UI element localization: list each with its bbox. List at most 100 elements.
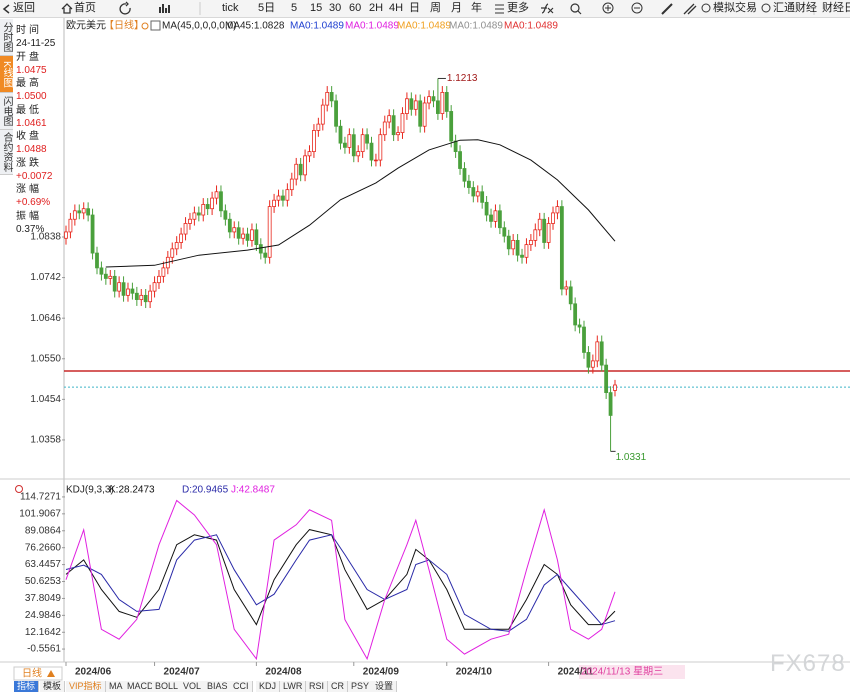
y-tick-label: 12.1642 — [25, 627, 62, 638]
candle-body — [489, 214, 493, 222]
candle-body — [520, 254, 524, 258]
candle-body — [161, 267, 166, 277]
candle-body — [555, 206, 560, 214]
bottom-tab[interactable]: 指标 — [14, 681, 40, 692]
toolbar-button[interactable]: tick — [222, 2, 239, 14]
toolbar-button[interactable]: 首页 — [74, 2, 96, 14]
toolbar-button[interactable]: 4H — [389, 2, 404, 14]
zoom-in-icon[interactable] — [602, 2, 614, 14]
info-label: 最低 — [16, 104, 42, 116]
candle-body — [263, 252, 268, 258]
candle-body — [303, 155, 307, 176]
dropdown-icon — [47, 670, 55, 677]
toolbar-button[interactable]: 周 — [430, 2, 441, 14]
news-icon[interactable] — [761, 3, 771, 13]
toolbar-button[interactable]: 年 — [471, 2, 482, 14]
y-tick-label: 76.2660 — [25, 542, 62, 553]
bottom-tab[interactable]: VOL — [180, 681, 206, 692]
candle-body — [418, 100, 423, 127]
legend-item: MA0:1.0489 — [397, 21, 451, 32]
fx-icon[interactable] — [541, 3, 554, 14]
bottom-tab[interactable]: BIAS — [204, 681, 232, 692]
candle-body — [241, 233, 245, 239]
info-label: 涨跌 — [16, 157, 42, 169]
indicator-icon — [141, 22, 149, 30]
candle-body — [205, 204, 210, 210]
trade-icon[interactable] — [701, 3, 711, 13]
toolbar-button[interactable]: 2H — [369, 2, 384, 14]
candle-body — [64, 231, 68, 239]
toolbar-button[interactable]: 汇通财经 — [773, 2, 817, 14]
candle-body — [117, 282, 122, 292]
candle-body — [188, 218, 192, 224]
bottom-tab[interactable]: RSI — [306, 681, 329, 692]
chart-icon[interactable] — [159, 4, 170, 13]
bottom-tab[interactable]: CR — [328, 681, 348, 692]
candle-body — [471, 187, 476, 197]
bottom-tab[interactable]: KDJ — [256, 681, 281, 692]
candle-body — [546, 223, 551, 243]
draw-icon[interactable] — [661, 3, 673, 15]
x-tick-label: 2024/07 — [164, 667, 201, 678]
candle-body — [338, 125, 343, 144]
toolbar-button[interactable]: 30 — [329, 2, 342, 14]
cursor-date: 2024/11/13 星期三 — [581, 666, 663, 678]
toolbar-button[interactable]: 15 — [310, 2, 323, 14]
toolbar-button[interactable]: 5日 — [258, 2, 276, 14]
toolbar-button[interactable]: 60 — [349, 2, 362, 14]
info-label: 开盘 — [16, 51, 42, 63]
candle-body — [431, 96, 436, 102]
candle-body — [542, 218, 547, 243]
candle-body — [329, 92, 334, 102]
zoom-out-icon[interactable] — [631, 2, 643, 14]
toolbar-button[interactable]: 5 — [291, 2, 298, 14]
back-icon[interactable] — [2, 4, 10, 14]
info-value: 1.0475 — [16, 64, 47, 76]
toolbar-button[interactable]: 模拟交易 — [713, 2, 757, 14]
y-tick-label: 89.0864 — [25, 525, 62, 536]
candle-body — [343, 142, 347, 148]
toolbar-button[interactable]: 日 — [409, 2, 420, 14]
bottom-tab[interactable]: 设置 — [372, 681, 398, 692]
candle-body — [99, 267, 104, 275]
more-icon[interactable] — [495, 4, 504, 14]
refresh-icon[interactable] — [119, 1, 131, 15]
candle-body — [258, 244, 263, 254]
candle-body — [613, 384, 617, 391]
toolbar-button[interactable]: 财经日 — [822, 2, 850, 14]
bottom-tab[interactable]: BOLL — [152, 681, 183, 692]
candle-body — [506, 235, 511, 250]
info-value: 1.0500 — [16, 91, 47, 102]
bottom-tab[interactable]: 模板 — [40, 681, 66, 692]
legend-item: D:20.9465 — [182, 485, 229, 496]
candle-body — [533, 229, 538, 241]
side-tab[interactable]: K线图 — [0, 56, 13, 93]
tool-icon[interactable] — [683, 3, 697, 15]
side-tab[interactable]: 合约资料 — [0, 130, 13, 175]
candle-body — [272, 199, 276, 207]
info-value: 1.0488 — [16, 144, 47, 155]
bottom-tab[interactable]: CCI — [230, 681, 253, 692]
bottom-tab[interactable]: PSY — [348, 681, 374, 692]
period-button: 日线 — [22, 667, 42, 680]
home-icon[interactable] — [61, 3, 73, 14]
toolbar-button[interactable]: 返回 — [13, 2, 35, 14]
side-tab[interactable]: 闪电图 — [0, 93, 13, 130]
toolbar-button[interactable]: 更多 — [507, 2, 529, 14]
search-icon[interactable] — [570, 3, 580, 13]
candle-body — [148, 290, 153, 303]
candle-body — [462, 168, 467, 182]
candle-body — [564, 286, 569, 290]
x-tick-label: 2024/11 — [558, 667, 594, 678]
toolbar-button[interactable]: 月 — [451, 2, 462, 14]
zoom-in-icon — [605, 5, 611, 11]
bottom-tab[interactable]: VIP指标 — [66, 681, 106, 692]
indicator-title: KDJ(9,3,3) — [66, 485, 114, 496]
candle-body — [360, 134, 365, 153]
candle-body — [289, 178, 294, 191]
bottom-tab[interactable]: LWR — [280, 681, 307, 692]
side-tab[interactable]: 分时图 — [0, 19, 13, 56]
candle-body — [81, 208, 86, 214]
candle-body — [573, 303, 578, 326]
candle-body — [325, 92, 330, 106]
